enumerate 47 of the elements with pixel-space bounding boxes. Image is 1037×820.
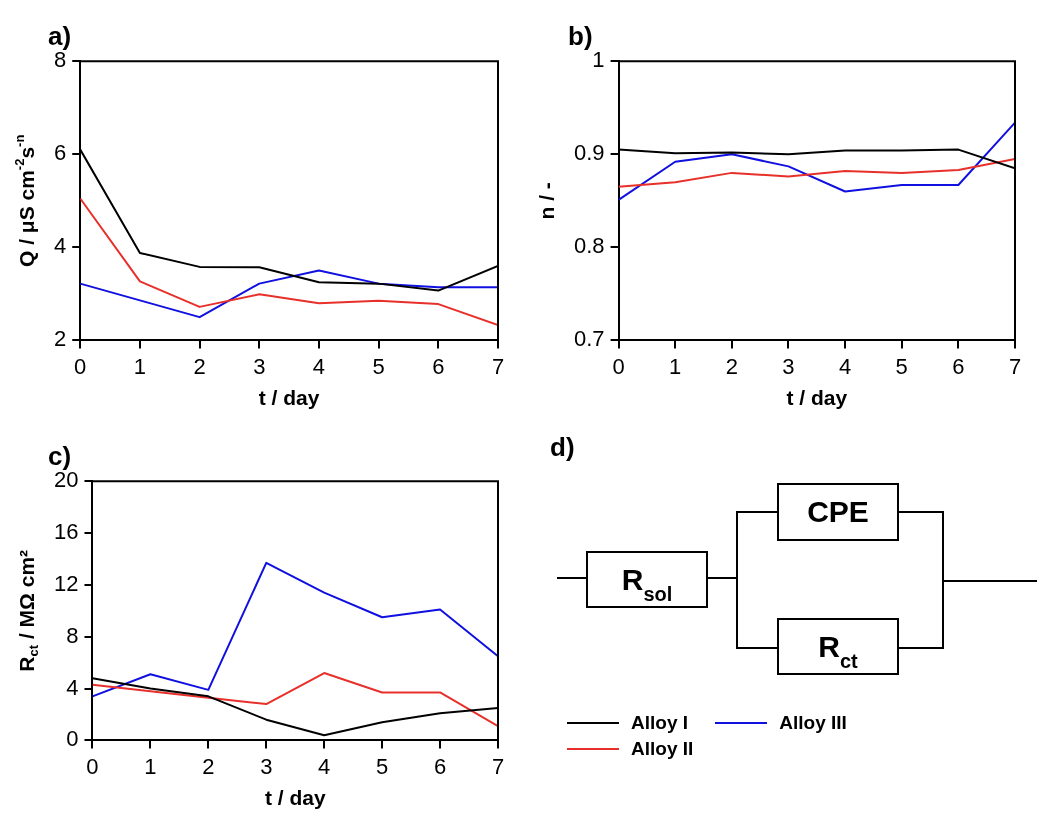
chart-title: b) bbox=[568, 20, 593, 51]
y-tick-label: 0.7 bbox=[573, 326, 605, 352]
x-tick-label: 3 bbox=[253, 353, 266, 379]
x-tick-label: 3 bbox=[782, 353, 795, 379]
x-tick-label: 5 bbox=[372, 353, 385, 379]
x-tick-label: 2 bbox=[193, 353, 206, 379]
x-tick-label: 4 bbox=[838, 353, 852, 379]
x-axis-title: t / day bbox=[786, 386, 848, 410]
x-tick-label: 2 bbox=[202, 753, 215, 779]
x-axis-title: t / day bbox=[264, 786, 326, 810]
legend-label: Alloy I bbox=[631, 712, 689, 734]
y-tick-label: 1 bbox=[592, 47, 605, 73]
x-tick-label: 6 bbox=[952, 353, 965, 379]
x-tick-label: 4 bbox=[312, 353, 326, 379]
y-tick-label: 0.9 bbox=[573, 140, 605, 166]
y-axis-title: Rct / MΩ cm² bbox=[14, 549, 41, 672]
y-tick-label: 4 bbox=[53, 233, 67, 259]
x-tick-label: 0 bbox=[612, 353, 625, 379]
circuit-diagram: R$_{sol}$ CPE R$_{ct}$ bbox=[520, 460, 1037, 700]
x-tick-label: 4 bbox=[318, 753, 331, 779]
y-tick-label: 2 bbox=[53, 326, 67, 352]
x-tick-label: 2 bbox=[725, 353, 738, 379]
y-tick-label: 0.8 bbox=[573, 233, 605, 259]
text: d) bbox=[550, 432, 575, 463]
x-tick-label: 6 bbox=[433, 753, 447, 779]
x-tick-label: 7 bbox=[491, 353, 505, 379]
y-tick-label: 8 bbox=[66, 622, 79, 648]
y-tick-label: 16 bbox=[53, 519, 79, 545]
legend-label: Alloy III bbox=[779, 712, 847, 734]
x-axis-title: t / day bbox=[258, 386, 320, 410]
y-tick-label: 6 bbox=[53, 140, 67, 166]
x-tick-label: 0 bbox=[86, 753, 99, 779]
x-tick-label: 1 bbox=[669, 353, 682, 379]
x-tick-label: 6 bbox=[432, 353, 445, 379]
x-tick-label: 7 bbox=[491, 753, 505, 779]
x-tick-label: 7 bbox=[1008, 353, 1022, 379]
y-axis-title: Q / μS cm-2s-n bbox=[12, 134, 38, 268]
y-tick-label: 0 bbox=[66, 726, 79, 752]
y-tick-label: 4 bbox=[66, 674, 79, 700]
y-tick-label: 12 bbox=[53, 570, 79, 596]
x-tick-label: 1 bbox=[133, 353, 147, 379]
x-tick-label: 3 bbox=[260, 753, 273, 779]
x-tick-label: 5 bbox=[376, 753, 389, 779]
y-axis-title: n / - bbox=[534, 182, 558, 220]
x-tick-label: 5 bbox=[895, 353, 908, 379]
legend-label: Alloy II bbox=[631, 738, 694, 760]
x-tick-label: 1 bbox=[144, 753, 157, 779]
